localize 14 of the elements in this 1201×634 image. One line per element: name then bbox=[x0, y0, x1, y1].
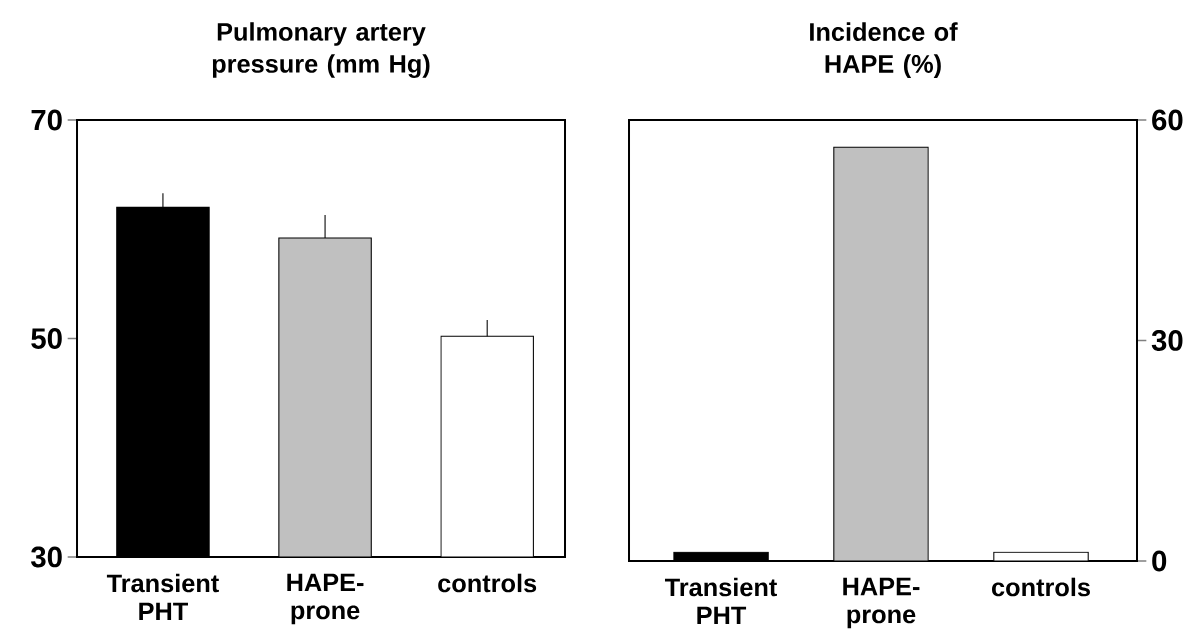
x-tick-label: HAPE-prone bbox=[843, 577, 920, 629]
y-tick-label: 70 bbox=[31, 109, 62, 131]
y-tick-label: 0 bbox=[1152, 550, 1167, 572]
x-tick-label: Transient PHT bbox=[106, 573, 219, 621]
y-tick-label: 60 bbox=[1152, 109, 1183, 131]
y-tick-label: 30 bbox=[1151, 330, 1183, 351]
x-tick-label: controls bbox=[992, 577, 1090, 597]
chart-title: Pulmonary artery pressure (mm Hg) bbox=[212, 22, 430, 78]
x-tick-label: Transient PHT bbox=[664, 577, 777, 625]
x-tick-label: HAPE-prone bbox=[287, 573, 364, 625]
chart-title: Incidence of HAPE (%) bbox=[810, 22, 958, 78]
y-tick-label: 30 bbox=[31, 546, 62, 568]
x-tick-label: controls bbox=[438, 573, 537, 593]
y-tick-label: 50 bbox=[31, 328, 62, 349]
